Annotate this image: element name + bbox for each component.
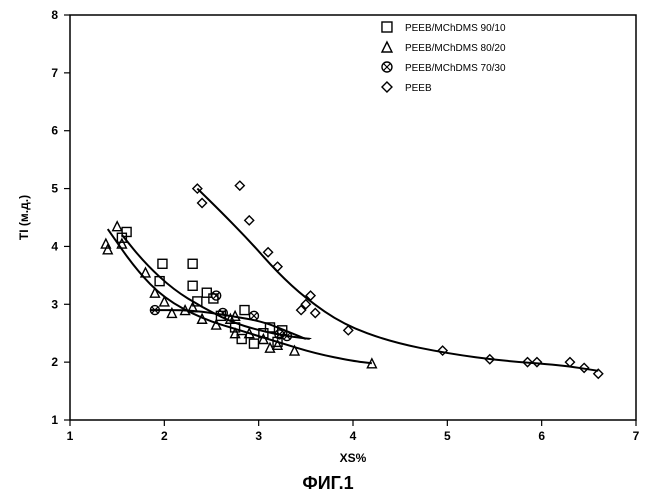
y-tick-label: 1 [51,413,58,427]
y-tick-label: 3 [51,297,58,311]
y-tick-label: 6 [51,124,58,138]
x-tick-label: 2 [161,429,168,443]
figure-caption: ФИГ.1 [0,473,656,494]
y-tick-label: 8 [51,8,58,22]
legend-label: PEEB [405,83,432,94]
legend-label: PEEB/MChDMS 70/30 [405,63,506,74]
legend-label: PEEB/MChDMS 80/20 [405,43,506,54]
scatter-chart: 1 2 3 4 5 6 7 1 2 3 4 5 6 7 8 XS% TI (м.д.) PEEB/MChDMS 9… [0,0,656,500]
chart-container: 1 2 3 4 5 6 7 1 2 3 4 5 6 7 8 XS% TI (м.д.) PEEB/MChDMS 9… [0,0,656,500]
x-tick-label: 7 [633,429,640,443]
y-tick-label: 7 [51,66,58,80]
legend: PEEB/MChDMS 90/10 PEEB/MChDMS 80/20 PEEB/M… [382,22,506,94]
y-tick-label: 5 [51,182,58,196]
plot-frame [70,15,636,420]
x-tick-label: 4 [350,429,357,443]
y-axis-label: TI (м.д.) [17,195,31,240]
trend-curve-peeb [197,189,598,371]
y-tick-label: 2 [51,355,58,369]
x-tick-label: 1 [67,429,74,443]
x-tick-label: 5 [444,429,451,443]
x-axis-label: XS% [340,451,367,465]
series-triangle [101,222,376,368]
x-tick-label: 3 [255,429,262,443]
y-tick-label: 4 [51,239,58,253]
x-tick-label: 6 [538,429,545,443]
legend-label: PEEB/MChDMS 90/10 [405,23,506,34]
